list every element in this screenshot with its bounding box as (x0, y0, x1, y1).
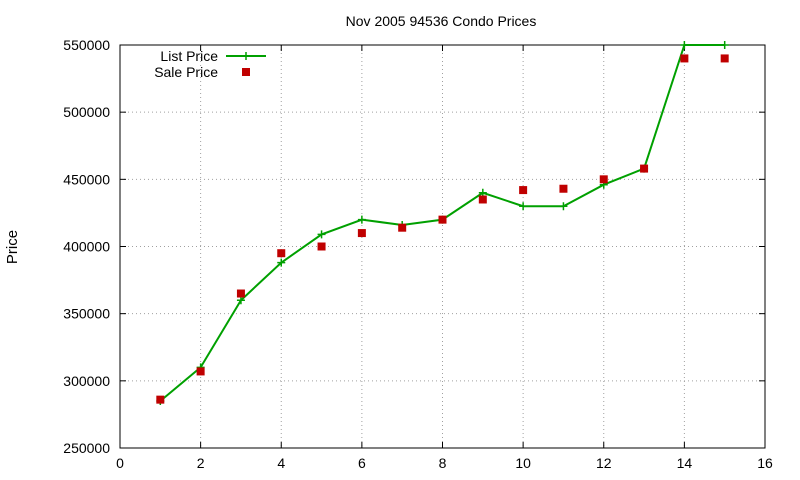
series-sale-price (156, 54, 729, 404)
data-point (720, 41, 729, 49)
data-point (156, 395, 165, 404)
data-point (559, 184, 568, 193)
data-point (277, 258, 286, 267)
legend-item: Sale Price (154, 64, 250, 80)
data-point (438, 215, 447, 224)
data-point (680, 41, 689, 49)
data-point (196, 367, 205, 376)
data-point (277, 249, 286, 258)
data-point (519, 186, 528, 195)
y-tick-label: 550000 (63, 37, 110, 53)
x-tick-label: 14 (677, 455, 693, 471)
data-point (478, 195, 487, 204)
data-point (599, 175, 608, 184)
data-point (236, 296, 245, 305)
data-point (317, 242, 326, 251)
data-point (478, 188, 487, 197)
data-point (519, 202, 528, 211)
x-tick-label: 12 (596, 455, 612, 471)
axis-ticks: 0 2 4 6 8 10 12 14 16 250000 300000 350000 400000 450… (63, 37, 773, 471)
legend-plus-swatch (242, 52, 250, 60)
y-tick-label: 400000 (63, 239, 110, 255)
legend-label: Sale Price (154, 64, 218, 80)
x-tick-label: 4 (277, 455, 285, 471)
data-point (680, 54, 689, 63)
legend-item: List Price (160, 48, 266, 64)
data-point (357, 215, 366, 224)
data-point (317, 230, 326, 239)
y-tick-label: 450000 (63, 171, 110, 187)
x-tick-label: 2 (197, 455, 205, 471)
data-point (236, 289, 245, 298)
grid-lines (120, 45, 765, 448)
x-tick-label: 8 (439, 455, 447, 471)
legend-square-swatch (242, 68, 250, 76)
x-tick-label: 0 (116, 455, 124, 471)
data-point (720, 54, 729, 63)
y-axis-label: Price (4, 230, 21, 264)
series (156, 41, 729, 405)
chart-title: Nov 2005 94536 Condo Prices (346, 13, 537, 29)
x-tick-label: 16 (757, 455, 773, 471)
data-point (398, 223, 407, 232)
data-point (559, 202, 568, 211)
y-tick-label: 350000 (63, 306, 110, 322)
y-tick-label: 500000 (63, 104, 110, 120)
x-tick-label: 10 (515, 455, 531, 471)
data-point (357, 229, 366, 238)
y-tick-label: 300000 (63, 373, 110, 389)
data-point (640, 164, 649, 173)
x-tick-label: 6 (358, 455, 366, 471)
legend-label: List Price (160, 48, 218, 64)
y-tick-label: 250000 (63, 440, 110, 456)
